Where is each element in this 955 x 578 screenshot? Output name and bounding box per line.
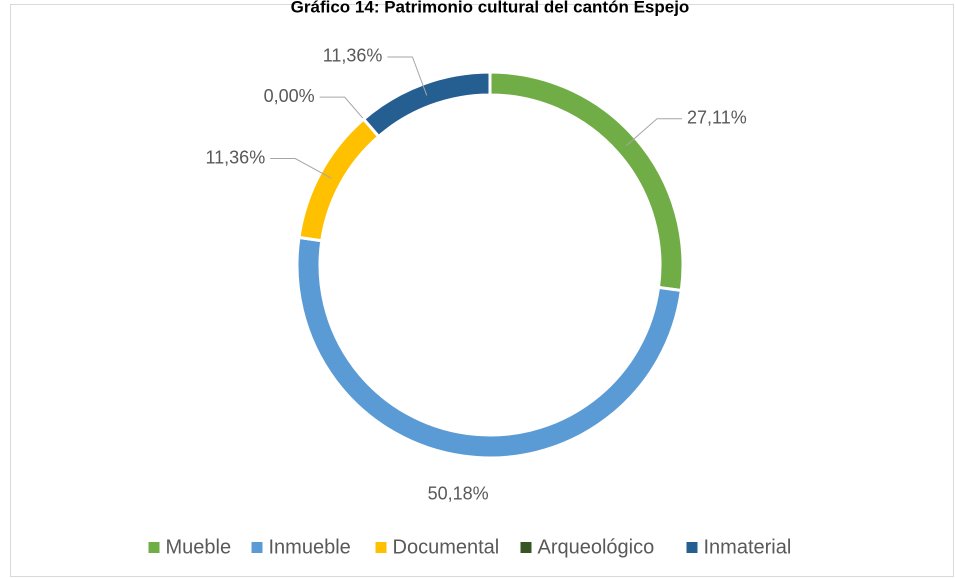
legend-label: Mueble xyxy=(166,536,232,558)
donut-slice xyxy=(361,70,492,139)
data-label: 11,36% xyxy=(323,46,383,66)
chart-frame xyxy=(10,4,954,577)
legend-label: Inmaterial xyxy=(704,536,792,558)
leader-line xyxy=(319,96,372,129)
legend-swatch xyxy=(520,542,532,553)
data-label: 0,00% xyxy=(264,86,315,106)
legend-swatch xyxy=(148,542,160,553)
data-label: 11,36% xyxy=(205,147,265,167)
data-label: 50,18% xyxy=(428,484,489,504)
legend-label: Documental xyxy=(393,536,500,558)
legend-label: Inmueble xyxy=(269,536,351,558)
leader-line xyxy=(270,158,332,179)
leader-line xyxy=(625,118,683,147)
data-label: 27,11% xyxy=(687,108,747,128)
legend-label: Arqueológico xyxy=(538,536,655,558)
chart-title: Gráfico 14: Patrimonio cultural del cant… xyxy=(291,0,690,16)
legend-swatch xyxy=(686,542,698,553)
legend-swatch xyxy=(375,542,387,553)
legend-swatch xyxy=(251,542,263,553)
leader-line xyxy=(387,56,428,96)
